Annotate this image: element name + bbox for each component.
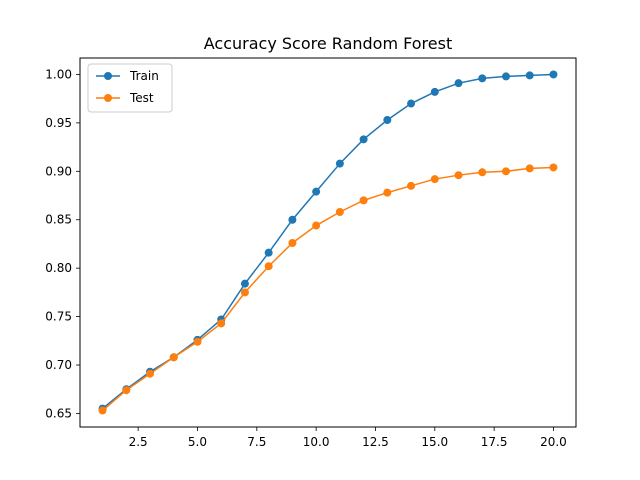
- data-point-test: [98, 406, 107, 415]
- data-point-test: [288, 238, 297, 247]
- data-point-test: [454, 171, 463, 180]
- x-tick-label: 7.5: [247, 435, 266, 449]
- data-point-test: [193, 337, 202, 346]
- x-tick-label: 15.0: [421, 435, 448, 449]
- y-tick-label: 0.75: [45, 310, 72, 324]
- x-tick-label: 17.5: [481, 435, 508, 449]
- data-point-test: [335, 207, 344, 216]
- axes-frame: [79, 57, 577, 428]
- data-point-train: [288, 215, 297, 224]
- data-point-test: [501, 167, 510, 176]
- data-point-test: [478, 168, 487, 177]
- legend-label-train: Train: [129, 69, 159, 83]
- data-point-train: [525, 71, 534, 80]
- data-point-test: [407, 181, 416, 190]
- x-tick-label: 10.0: [303, 435, 330, 449]
- x-tick-label: 20.0: [540, 435, 567, 449]
- x-tick-label: 2.5: [129, 435, 148, 449]
- data-point-test: [146, 369, 155, 378]
- data-point-test: [240, 288, 249, 297]
- data-point-test: [525, 164, 534, 173]
- plot-area: 2.5 5.0 7.5 10.0 12.5 15.0 17.5 20.0 0.65 0.70 0.7…: [45, 57, 577, 449]
- chart-title: Accuracy Score Random Forest: [204, 34, 452, 53]
- data-point-train: [359, 135, 368, 144]
- x-tick-label: 12.5: [362, 435, 389, 449]
- data-point-test: [359, 196, 368, 205]
- y-tick-label: 0.70: [45, 358, 72, 372]
- data-point-test: [549, 163, 558, 172]
- data-point-train: [430, 87, 439, 96]
- data-point-train: [454, 79, 463, 88]
- legend-marker-test: [104, 94, 112, 102]
- y-tick-label: 1.00: [45, 67, 72, 81]
- data-point-test: [122, 386, 131, 395]
- data-point-test: [383, 188, 392, 197]
- legend-marker-train: [104, 72, 112, 80]
- x-tick-label: 5.0: [188, 435, 207, 449]
- data-point-train: [383, 115, 392, 124]
- y-tick-label: 0.90: [45, 164, 72, 178]
- data-point-train: [264, 248, 273, 257]
- data-point-test: [217, 319, 226, 328]
- data-point-train: [240, 279, 249, 288]
- data-point-train: [478, 74, 487, 83]
- data-point-train: [501, 72, 510, 81]
- data-point-train: [335, 159, 344, 168]
- y-tick-label: 0.65: [45, 406, 72, 420]
- data-point-train: [549, 70, 558, 79]
- y-tick-label: 0.95: [45, 116, 72, 130]
- data-point-test: [169, 353, 178, 362]
- data-point-train: [312, 187, 321, 196]
- data-point-test: [430, 175, 439, 184]
- data-point-train: [407, 99, 416, 108]
- legend-label-test: Test: [129, 91, 154, 105]
- data-point-test: [312, 221, 321, 230]
- y-tick-label: 0.85: [45, 213, 72, 227]
- data-point-test: [264, 262, 273, 271]
- y-tick-label: 0.80: [45, 261, 72, 275]
